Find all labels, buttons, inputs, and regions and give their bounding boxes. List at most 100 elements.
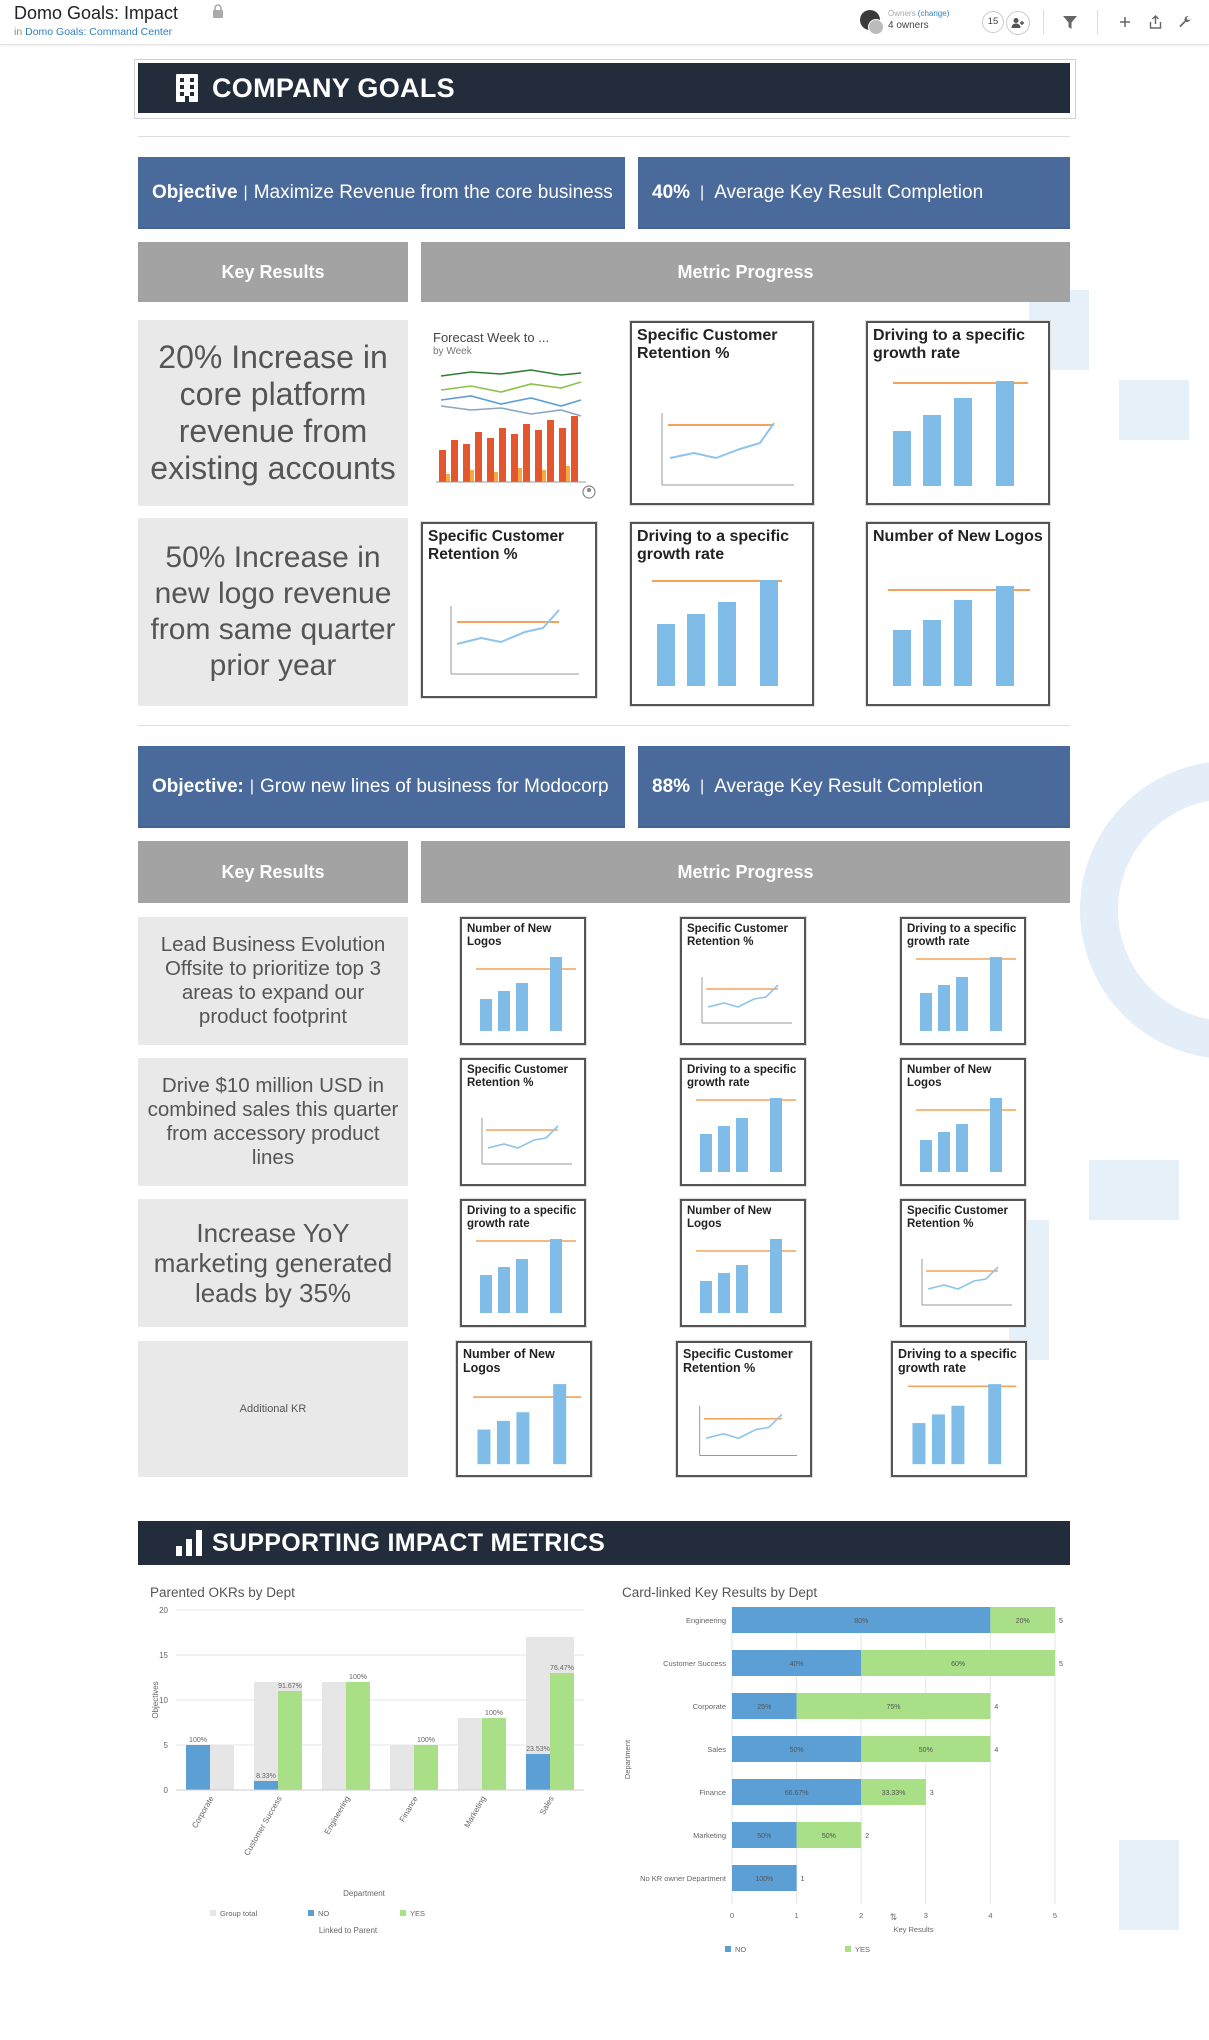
legend-label: NO xyxy=(318,1909,329,1918)
metric-card-growth[interactable]: Driving to a specific growth rate xyxy=(891,1341,1027,1477)
metric-card-retention[interactable]: Specific Customer Retention % xyxy=(421,522,597,698)
objective-1-text: Maximize Revenue from the core business xyxy=(253,182,613,203)
no-bar xyxy=(732,1822,797,1848)
x-tick-label: Finance xyxy=(398,1794,420,1824)
bar xyxy=(938,985,950,1031)
bar xyxy=(736,1118,748,1172)
bar-sparkline xyxy=(888,586,1030,686)
owners-label-row: Owners (change) xyxy=(888,8,949,20)
metric-card-title: Number of New Logos xyxy=(907,1064,992,1090)
section-divider xyxy=(138,136,1070,137)
forecast-card-subtitle: by Week xyxy=(433,346,472,357)
change-owners-link[interactable]: (change) xyxy=(917,9,950,18)
bar xyxy=(480,1275,492,1313)
metric-card-title: Specific Customer Retention % xyxy=(687,923,788,949)
no-bar xyxy=(186,1745,210,1790)
x-tick-label: Sales xyxy=(538,1795,556,1817)
metric-card-retention[interactable]: Specific Customer Retention % xyxy=(900,1199,1026,1327)
metric-card-title: Specific Customer Retention % xyxy=(907,1205,1008,1231)
pipe-separator: | xyxy=(243,184,248,201)
metric-card-title: Specific Customer Retention % xyxy=(683,1347,793,1376)
category-label: Engineering xyxy=(686,1616,726,1625)
metric-card-title: Specific Customer Retention % xyxy=(637,327,778,363)
bar xyxy=(498,1267,510,1313)
bar xyxy=(956,977,968,1031)
metric-card-logos[interactable]: Number of New Logos xyxy=(680,1199,806,1327)
y-tick-label: 20 xyxy=(159,1606,168,1615)
category-label: Finance xyxy=(699,1788,726,1797)
no-bar xyxy=(732,1607,991,1633)
bar xyxy=(516,983,528,1031)
bar-sparkline xyxy=(916,957,1016,1031)
line-sparkline xyxy=(921,1259,1012,1306)
forecast-card-title: Forecast Week to ... xyxy=(433,330,550,345)
metric-card-logos[interactable]: Number of New Logos xyxy=(900,1058,1026,1186)
bar-sparkline xyxy=(476,1239,576,1313)
yes-bar xyxy=(990,1607,1055,1633)
metric-card-growth[interactable]: Driving to a specific growth rate xyxy=(630,522,814,706)
data-label: 100% xyxy=(189,1737,207,1744)
legend-label: NO xyxy=(735,1945,746,1954)
legend-swatch xyxy=(725,1946,731,1952)
y-tick-label: 5 xyxy=(164,1741,169,1750)
bar xyxy=(550,1239,562,1313)
line-sparkline xyxy=(481,1118,572,1165)
objective-2-label: Objective: xyxy=(152,776,244,797)
yes-bar xyxy=(414,1745,438,1790)
no-bar xyxy=(732,1650,862,1676)
key-result-2-3: Increase YoY marketing generated leads b… xyxy=(138,1199,408,1327)
objective-1-completion-value: 40% xyxy=(652,182,691,203)
metric-card-growth[interactable]: Driving to a specific growth rate xyxy=(680,1058,806,1186)
metric-card-logos[interactable]: Number of New Logos xyxy=(460,917,586,1045)
top-bar: Domo Goals: Impact in Domo Goals: Comman… xyxy=(0,0,1209,45)
owners-section[interactable]: Owners (change) 4 owners xyxy=(860,8,949,35)
plus-icon[interactable] xyxy=(1114,11,1136,33)
key-result-1-2: 50% Increase in new logo revenue from sa… xyxy=(138,518,408,706)
bar xyxy=(516,1259,528,1313)
card-linked-krs-chart-panel[interactable]: Card-linked Key Results by Dept 0 1 2 3 4 5 En… xyxy=(610,1575,1070,2015)
chart-title: Parented OKRs by Dept xyxy=(150,1585,295,1600)
data-label: 50% xyxy=(919,1747,933,1754)
metric-card-retention[interactable]: Specific Customer Retention % xyxy=(630,321,814,505)
legend-swatch xyxy=(308,1910,314,1916)
parented-okrs-chart-panel[interactable]: Parented OKRs by Dept 0 5 10 15 20 Objectives… xyxy=(138,1575,598,2015)
yes-bar xyxy=(550,1673,574,1790)
metric-card-growth[interactable]: Driving to a specific growth rate xyxy=(866,321,1050,505)
section-divider xyxy=(138,725,1070,726)
metric-card-retention[interactable]: Specific Customer Retention % xyxy=(680,917,806,1045)
data-label: 33.33% xyxy=(882,1790,906,1797)
key-result-2-4: Additional KR xyxy=(138,1341,408,1477)
metric-card-title: Driving to a specific growth rate xyxy=(467,1205,577,1231)
wrench-icon[interactable] xyxy=(1174,11,1196,33)
metric-card-retention[interactable]: Specific Customer Retention % xyxy=(676,1341,812,1477)
category-label: No KR owner Department xyxy=(640,1874,727,1883)
bar-sparkline xyxy=(696,1098,796,1172)
metric-card-logos[interactable]: Number of New Logos xyxy=(456,1341,592,1477)
bar xyxy=(516,1412,530,1465)
metric-card-logos[interactable]: Number of New Logos xyxy=(866,522,1050,706)
company-goals-title: COMPANY GOALS xyxy=(212,72,455,103)
people-icon[interactable] xyxy=(1006,11,1030,35)
breadcrumb-link[interactable]: Domo Goals: Command Center xyxy=(25,26,173,38)
followers-count-badge[interactable]: 15 xyxy=(982,11,1004,33)
bar xyxy=(498,991,510,1031)
forecast-mini-chart xyxy=(436,369,596,499)
forecast-card[interactable]: Forecast Week to ... by Week xyxy=(421,320,603,506)
owners-text: Owners (change) 4 owners xyxy=(888,8,949,32)
y-tick-label: 0 xyxy=(164,1786,169,1795)
data-label: 50% xyxy=(822,1833,836,1840)
share-icon[interactable] xyxy=(1144,11,1166,33)
data-label: 23.53% xyxy=(526,1746,550,1753)
pipe-separator: | xyxy=(700,184,705,201)
company-goals-banner: COMPANY GOALS xyxy=(138,63,1070,113)
category-label: Corporate xyxy=(693,1702,726,1711)
key-results-header: Key Results xyxy=(138,242,408,302)
metric-card-growth[interactable]: Driving to a specific growth rate xyxy=(900,917,1026,1045)
bar xyxy=(770,1239,782,1313)
data-label: 100% xyxy=(485,1710,503,1717)
metric-card-retention[interactable]: Specific Customer Retention % xyxy=(460,1058,586,1186)
objective-2-box: Objective: | Grow new lines of business … xyxy=(138,746,625,828)
filter-icon[interactable] xyxy=(1059,11,1081,33)
metric-card-growth[interactable]: Driving to a specific growth rate xyxy=(460,1199,586,1327)
metric-card-title: Number of New Logos xyxy=(873,528,1043,545)
